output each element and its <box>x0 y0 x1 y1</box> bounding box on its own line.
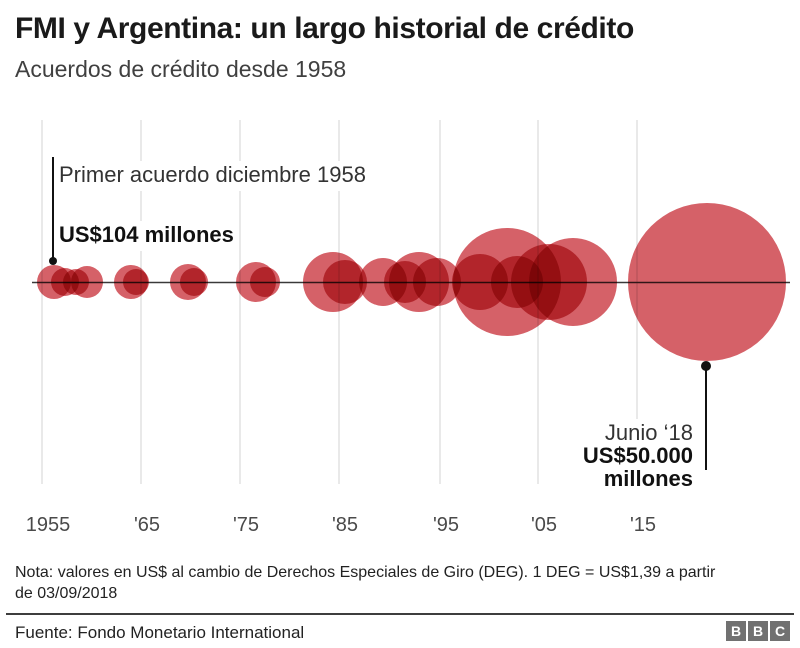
axis-tick-label: '65 <box>133 514 161 536</box>
footnote-line1: Nota: valores en US$ al cambio de Derech… <box>15 564 716 581</box>
credit-bubble <box>628 203 786 361</box>
annotation-2018-amount-unit: millones <box>603 466 693 491</box>
axis-tick-label: '75 <box>232 514 260 536</box>
credit-bubble <box>123 269 149 295</box>
axis-tick-label: '85 <box>331 514 359 536</box>
annotation-2018-agreement: Junio ‘18 US$50.000 millones <box>578 419 697 492</box>
annotation-2018-date: Junio ‘18 <box>604 420 693 445</box>
bbc-logo-letter: B <box>726 621 746 641</box>
footnote-line2: de 03/09/2018 <box>15 585 118 602</box>
bbc-logo: B B C <box>726 621 790 641</box>
axis-tick-label: 1955 <box>25 514 71 536</box>
annotation-2018-amount: US$50.000 <box>582 443 693 468</box>
page-subtitle: Acuerdos de crédito desde 1958 <box>15 56 347 82</box>
bbc-logo-letter: C <box>770 621 790 641</box>
footnote: Nota: valores en US$ al cambio de Derech… <box>15 562 715 604</box>
footer-divider <box>6 613 794 615</box>
source-credit: Fuente: Fondo Monetario International <box>15 623 305 642</box>
credit-bubble <box>529 238 617 326</box>
credit-bubble <box>413 258 461 306</box>
annotation-dot <box>49 257 57 265</box>
annotation-first-agreement-value: US$104 millones <box>54 221 239 251</box>
annotation-dot <box>701 361 711 371</box>
axis-tick-label: '15 <box>629 514 657 536</box>
annotation-first-agreement-label: Primer acuerdo diciembre 1958 <box>54 161 371 191</box>
credit-bubble <box>323 260 367 304</box>
credit-bubble <box>71 266 103 298</box>
bubble-timeline-chart <box>32 120 790 484</box>
credit-bubble <box>250 267 280 297</box>
axis-tick-label: '95 <box>432 514 460 536</box>
credit-bubble <box>180 268 208 296</box>
page-title: FMI y Argentina: un largo historial de c… <box>15 12 634 45</box>
axis-tick-label: '05 <box>530 514 558 536</box>
bbc-logo-letter: B <box>748 621 768 641</box>
